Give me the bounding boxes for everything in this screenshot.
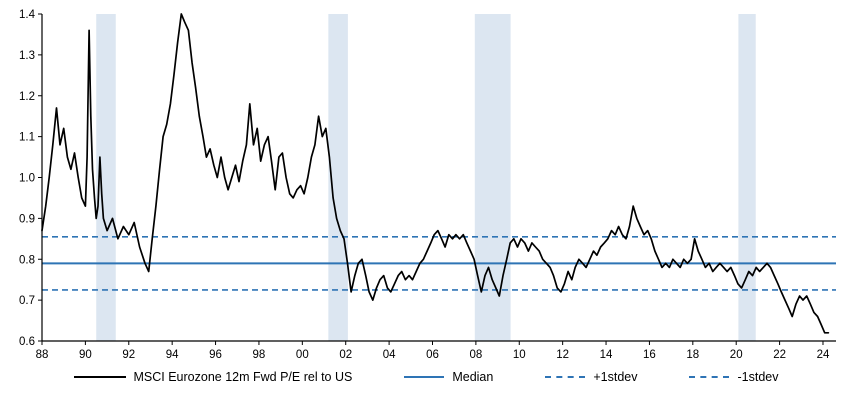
svg-text:1.1: 1.1 xyxy=(19,132,35,144)
svg-text:0.7: 0.7 xyxy=(19,295,35,307)
svg-text:02: 02 xyxy=(339,349,352,361)
svg-text:20: 20 xyxy=(730,349,743,361)
legend-item-series: MSCI Eurozone 12m Fwd P/E rel to US xyxy=(73,370,353,384)
chart-legend: MSCI Eurozone 12m Fwd P/E rel to US Medi… xyxy=(0,370,852,384)
svg-text:1.2: 1.2 xyxy=(19,91,35,103)
legend-item-minus1stdev: -1stdev xyxy=(689,370,778,384)
svg-text:22: 22 xyxy=(773,349,786,361)
legend-item-plus1stdev: +1stdev xyxy=(545,370,637,384)
svg-text:94: 94 xyxy=(166,349,179,361)
svg-text:92: 92 xyxy=(122,349,135,361)
svg-text:98: 98 xyxy=(253,349,266,361)
svg-text:04: 04 xyxy=(383,349,396,361)
legend-swatch-median-line xyxy=(404,376,445,378)
legend-label-minus1stdev: -1stdev xyxy=(737,370,779,384)
svg-text:0.8: 0.8 xyxy=(19,254,35,266)
legend-item-median: Median xyxy=(404,370,493,384)
svg-text:1.3: 1.3 xyxy=(19,50,35,62)
svg-text:0.9: 0.9 xyxy=(19,213,35,225)
svg-text:88: 88 xyxy=(36,349,49,361)
svg-text:1.0: 1.0 xyxy=(19,173,35,185)
svg-text:1.4: 1.4 xyxy=(19,9,36,21)
svg-text:14: 14 xyxy=(600,349,613,361)
svg-text:0.6: 0.6 xyxy=(19,336,35,348)
svg-text:16: 16 xyxy=(643,349,656,361)
svg-text:96: 96 xyxy=(209,349,222,361)
chart-canvas: 0.6 0.7 0.8 0.9 1.0 1.1 1.2 1.3 1.4 88 90 92 94 96 98 0… xyxy=(19,9,836,361)
legend-swatch-series-line xyxy=(73,376,126,378)
legend-swatch-minus1stdev-line xyxy=(689,376,730,378)
svg-text:24: 24 xyxy=(817,349,830,361)
svg-text:18: 18 xyxy=(686,349,699,361)
svg-text:06: 06 xyxy=(426,349,439,361)
legend-label-plus1stdev: +1stdev xyxy=(593,370,638,384)
svg-text:12: 12 xyxy=(556,349,569,361)
svg-text:10: 10 xyxy=(513,349,526,361)
plot-area: 0.6 0.7 0.8 0.9 1.0 1.1 1.2 1.3 1.4 88 90 92 94 96 98 0… xyxy=(19,9,836,361)
svg-text:08: 08 xyxy=(469,349,482,361)
svg-text:90: 90 xyxy=(79,349,92,361)
legend-label-series: MSCI Eurozone 12m Fwd P/E rel to US xyxy=(133,370,353,384)
svg-text:00: 00 xyxy=(296,349,309,361)
legend-swatch-plus1stdev-line xyxy=(545,376,586,378)
legend-label-median: Median xyxy=(452,370,494,384)
